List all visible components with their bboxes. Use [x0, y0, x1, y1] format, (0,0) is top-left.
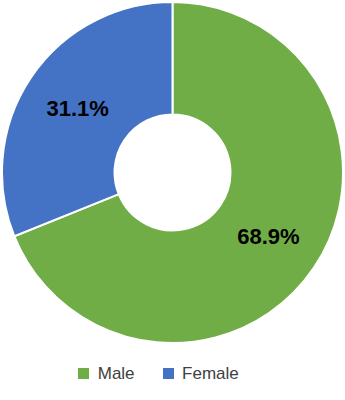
- svg-text:31.1%: 31.1%: [46, 96, 108, 121]
- html-text:Male: Male: [97, 363, 135, 383]
- svg-text:68.9%: 68.9%: [237, 224, 299, 249]
- html-text:Female: Female: [182, 363, 239, 383]
